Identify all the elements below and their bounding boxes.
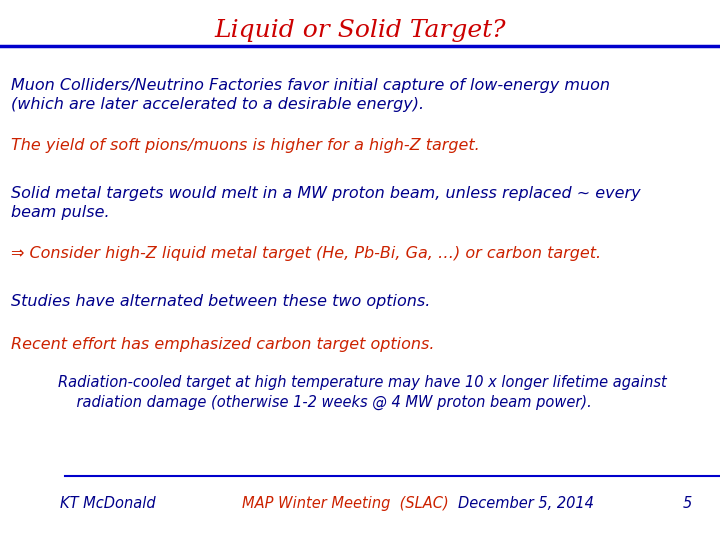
Text: ⇒ Consider high-Z liquid metal target (He, Pb-Bi, Ga, …) or carbon target.: ⇒ Consider high-Z liquid metal target (H… — [11, 246, 601, 261]
Text: Muon Colliders/Neutrino Factories favor initial capture of low-energy muon
(whic: Muon Colliders/Neutrino Factories favor … — [11, 78, 610, 112]
Text: Solid metal targets would melt in a MW proton beam, unless replaced ~ every
beam: Solid metal targets would melt in a MW p… — [11, 186, 640, 220]
Text: Liquid or Solid Target?: Liquid or Solid Target? — [215, 19, 505, 42]
Text: Radiation-cooled target at high temperature may have 10 x longer lifetime agains: Radiation-cooled target at high temperat… — [58, 375, 666, 410]
Text: The yield of soft pions/muons is higher for a high-Z target.: The yield of soft pions/muons is higher … — [11, 138, 480, 153]
Text: Recent effort has emphasized carbon target options.: Recent effort has emphasized carbon targ… — [11, 338, 434, 353]
Text: Studies have alternated between these two options.: Studies have alternated between these tw… — [11, 294, 430, 309]
Text: MAP Winter Meeting  (SLAC): MAP Winter Meeting (SLAC) — [242, 496, 449, 511]
Text: 5: 5 — [683, 496, 692, 511]
Text: December 5, 2014: December 5, 2014 — [458, 496, 593, 511]
Text: KT McDonald: KT McDonald — [60, 496, 156, 511]
